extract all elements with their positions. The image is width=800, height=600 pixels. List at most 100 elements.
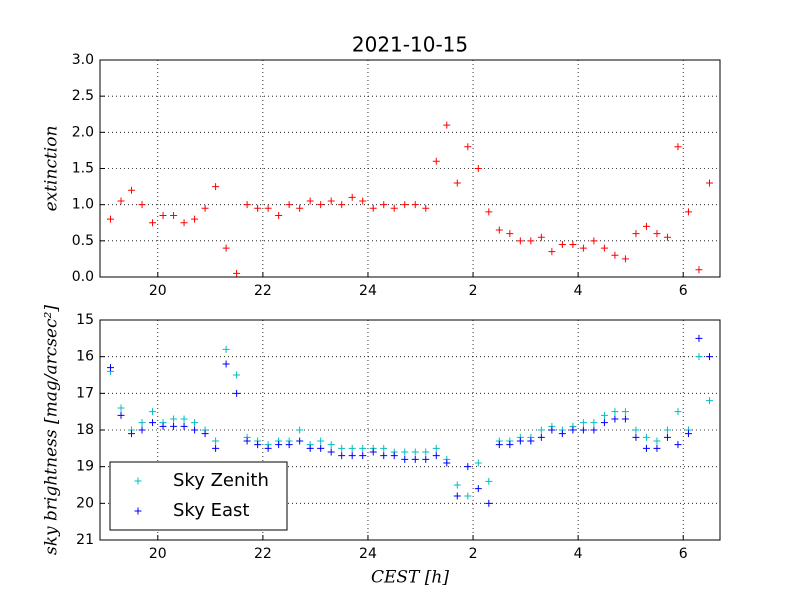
- marker: [348, 193, 356, 201]
- x-tick-label: 2: [469, 546, 478, 562]
- marker: [264, 444, 272, 452]
- series: [107, 334, 713, 507]
- marker: [317, 201, 325, 209]
- marker: [642, 444, 650, 452]
- marker: [579, 419, 587, 427]
- marker: [537, 426, 545, 434]
- y-tick-label: 15: [76, 312, 94, 328]
- marker: [674, 441, 682, 449]
- marker: [180, 422, 188, 430]
- marker: [306, 444, 314, 452]
- marker: [380, 444, 388, 452]
- marker: [695, 353, 703, 361]
- plot-frame: [99, 59, 721, 278]
- y-tick-label: 16: [76, 349, 94, 365]
- marker: [411, 448, 419, 456]
- marker: [138, 419, 146, 427]
- y-tick-label: 19: [76, 459, 94, 475]
- marker: [621, 255, 629, 263]
- x-tick-label: 4: [574, 546, 583, 562]
- y-tick-label: 2.5: [72, 88, 94, 104]
- marker: [569, 240, 577, 248]
- chart-title: 2021-10-15: [352, 33, 468, 57]
- marker: [128, 186, 136, 194]
- marker: [296, 204, 304, 212]
- marker: [180, 415, 188, 423]
- marker: [348, 452, 356, 460]
- marker: [443, 459, 451, 467]
- marker: [485, 477, 493, 485]
- marker: [180, 219, 188, 227]
- marker: [117, 411, 125, 419]
- marker: [243, 201, 251, 209]
- marker: [590, 426, 598, 434]
- y-tick-label: 2.0: [72, 124, 94, 140]
- marker: [464, 143, 472, 151]
- marker: [506, 230, 514, 238]
- marker: [149, 419, 157, 427]
- marker: [359, 452, 367, 460]
- marker: [222, 360, 230, 368]
- marker: [684, 430, 692, 438]
- x-tick-label: 2: [469, 283, 478, 299]
- series: [107, 121, 713, 277]
- marker: [159, 212, 167, 220]
- marker: [485, 208, 493, 216]
- marker: [695, 334, 703, 342]
- marker: [453, 179, 461, 187]
- marker: [537, 233, 545, 241]
- y-tick-label: 1.5: [72, 161, 94, 177]
- marker: [338, 444, 346, 452]
- marker: [495, 441, 503, 449]
- y-tick-label: 17: [76, 385, 94, 401]
- marker: [327, 448, 335, 456]
- marker: [212, 444, 220, 452]
- marker: [600, 244, 608, 252]
- marker: [611, 251, 619, 259]
- marker: [170, 212, 178, 220]
- marker: [695, 266, 703, 274]
- marker: [642, 222, 650, 230]
- y-tick-label: 1.0: [72, 197, 94, 213]
- marker: [170, 415, 178, 423]
- marker: [411, 455, 419, 463]
- marker: [401, 448, 409, 456]
- x-axis-label: CEST [h]: [371, 568, 449, 588]
- y-axis-label: extinction: [42, 126, 62, 212]
- marker: [422, 455, 430, 463]
- marker: [117, 197, 125, 205]
- marker: [653, 444, 661, 452]
- marker: [369, 448, 377, 456]
- marker: [474, 165, 482, 172]
- marker: [254, 204, 262, 212]
- plot-frame: [99, 319, 721, 541]
- x-tick-label: 24: [359, 283, 377, 299]
- marker: [453, 492, 461, 500]
- marker: [348, 444, 356, 452]
- x-tick-label: 22: [254, 283, 272, 299]
- y-tick-label: 21: [76, 532, 94, 548]
- marker: [537, 433, 545, 441]
- marker: [401, 201, 409, 209]
- marker: [380, 201, 388, 209]
- marker: [212, 183, 220, 191]
- y-tick-label: 0.0: [72, 269, 94, 285]
- marker: [338, 201, 346, 209]
- marker: [527, 437, 535, 445]
- x-tick-label: 6: [679, 546, 688, 562]
- marker: [495, 226, 503, 234]
- marker: [474, 485, 482, 493]
- x-tick-label: 22: [254, 546, 272, 562]
- marker: [432, 157, 440, 165]
- marker: [390, 204, 398, 212]
- marker: [621, 408, 629, 416]
- x-tick-label: 24: [359, 546, 377, 562]
- marker: [485, 499, 493, 507]
- marker: [453, 481, 461, 489]
- marker: [107, 215, 115, 223]
- marker: [275, 212, 283, 220]
- marker: [170, 422, 178, 430]
- marker: [380, 452, 388, 460]
- marker: [611, 408, 619, 416]
